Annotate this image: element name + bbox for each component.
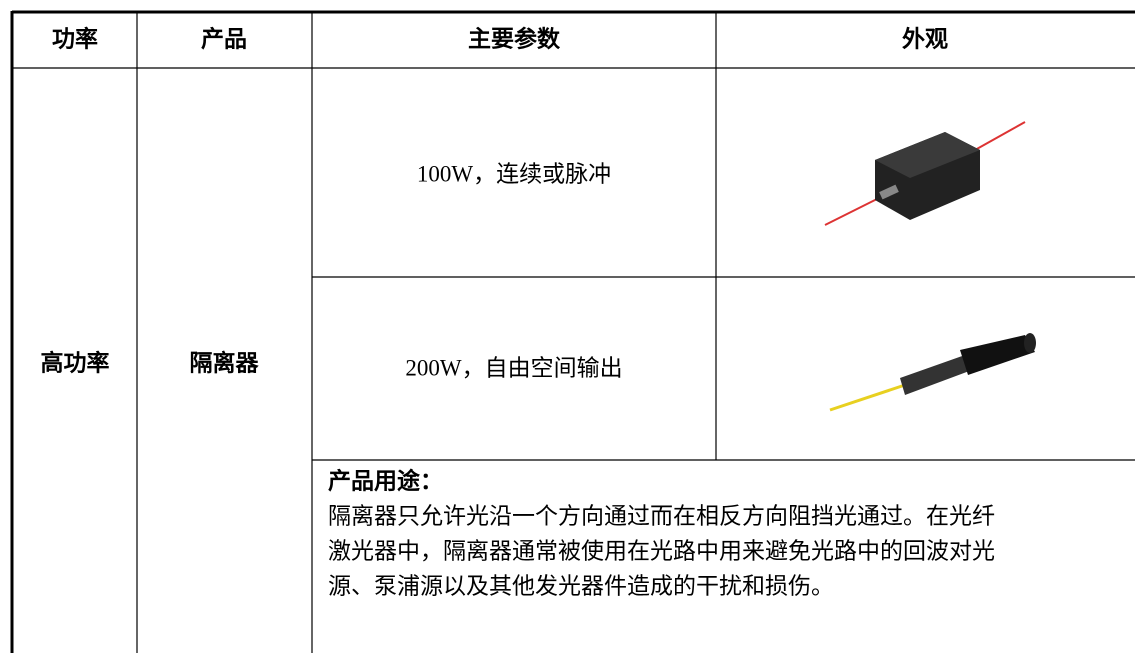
table-borders	[10, 10, 1135, 653]
product-cell: 隔离器	[190, 349, 260, 375]
power-cell: 高功率	[41, 349, 110, 375]
product-image	[824, 121, 1026, 226]
usage-line: 源、泵浦源以及其他发光器件造成的干扰和损伤。	[328, 573, 834, 598]
usage-line: 激光器中，隔离器通常被使用在光路中用来避免光路中的回波对光	[328, 538, 995, 563]
header-cell: 功率	[52, 25, 98, 51]
usage-title: 产品用途：	[328, 467, 443, 493]
header-cell: 产品	[201, 25, 247, 51]
header-cell: 主要参数	[468, 25, 561, 51]
header-cell: 外观	[902, 25, 948, 51]
param-cell: 100W，连续或脉冲	[417, 161, 611, 186]
usage-text: 隔离器只允许光沿一个方向通过而在相反方向阻挡光通过。在光纤激光器中，隔离器通常被…	[328, 503, 995, 598]
product-image	[829, 333, 1036, 412]
usage-line: 隔离器只允许光沿一个方向通过而在相反方向阻挡光通过。在光纤	[328, 503, 995, 528]
param-cell: 200W，自由空间输出	[405, 355, 622, 380]
